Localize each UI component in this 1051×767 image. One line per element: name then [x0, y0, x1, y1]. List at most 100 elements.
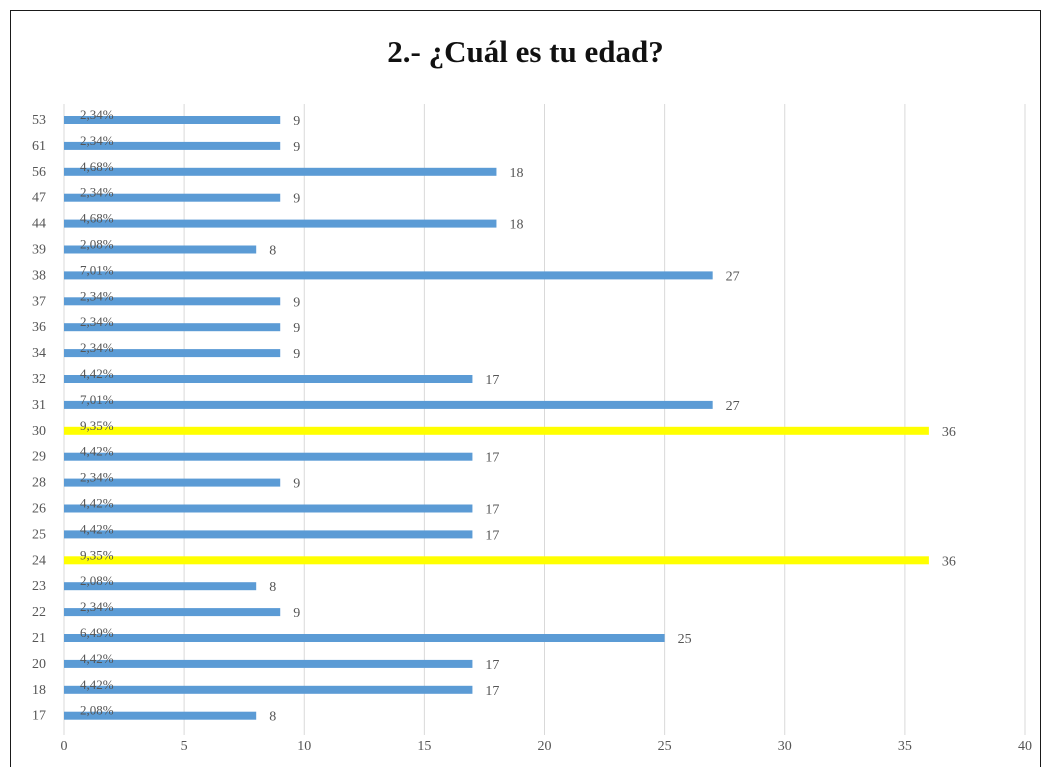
- category-label: 20: [32, 657, 46, 672]
- percent-label: 9,35%: [80, 547, 114, 562]
- bar: [64, 659, 473, 668]
- category-label: 47: [32, 191, 46, 206]
- category-label: 44: [32, 217, 46, 232]
- category-label: 21: [32, 631, 46, 646]
- value-label: 36: [942, 554, 956, 569]
- percent-label: 2,08%: [80, 573, 114, 588]
- category-label: 36: [32, 320, 46, 335]
- category-label: 39: [32, 243, 46, 258]
- x-tick-label: 5: [181, 739, 188, 754]
- value-label: 18: [509, 166, 523, 181]
- category-label: 32: [32, 372, 46, 387]
- percent-label: 4,42%: [80, 366, 114, 381]
- bar: [64, 323, 281, 332]
- bar: [64, 116, 281, 124]
- bar: [64, 530, 473, 539]
- category-label: 22: [32, 605, 46, 620]
- category-label: 24: [32, 553, 46, 568]
- bar: [64, 685, 473, 694]
- category-label: 18: [32, 683, 46, 698]
- value-label: 27: [726, 269, 740, 284]
- value-label: 9: [293, 192, 300, 207]
- value-label: 17: [485, 503, 499, 518]
- value-label: 25: [678, 632, 692, 647]
- x-tick-label: 20: [538, 739, 552, 754]
- category-label: 56: [32, 165, 46, 180]
- percent-label: 7,01%: [80, 262, 114, 277]
- bar: [64, 219, 497, 228]
- value-label: 9: [293, 321, 300, 336]
- value-label: 8: [269, 710, 276, 725]
- bar: [64, 582, 257, 591]
- bar: [64, 167, 497, 176]
- x-tick-label: 25: [658, 739, 672, 754]
- value-label: 9: [293, 477, 300, 492]
- bar: [64, 634, 665, 642]
- category-label: 37: [32, 294, 46, 309]
- percent-label: 4,42%: [80, 677, 114, 692]
- bar: [64, 478, 281, 487]
- value-label: 9: [293, 114, 300, 129]
- x-tick-label: 35: [898, 739, 912, 754]
- value-label: 17: [485, 528, 499, 543]
- value-label: 8: [269, 580, 276, 595]
- value-label: 17: [485, 373, 499, 388]
- percent-label: 2,08%: [80, 703, 114, 718]
- x-tick-label: 30: [778, 739, 792, 754]
- percent-label: 6,49%: [80, 625, 114, 640]
- bar: [64, 426, 929, 435]
- value-label: 8: [269, 244, 276, 259]
- category-label: 31: [32, 398, 46, 413]
- percent-label: 2,34%: [80, 314, 114, 329]
- percent-label: 4,68%: [80, 211, 114, 226]
- bar: [64, 400, 713, 409]
- value-label: 36: [942, 425, 956, 440]
- percent-label: 7,01%: [80, 392, 114, 407]
- gridlines: [63, 104, 1026, 735]
- percent-label: 2,34%: [80, 599, 114, 614]
- percent-label: 2,34%: [80, 107, 114, 122]
- percent-label: 2,34%: [80, 185, 114, 200]
- percent-label: 4,42%: [80, 444, 114, 459]
- value-label: 17: [485, 684, 499, 699]
- chart-title: 2.- ¿Cuál es tu edad?: [387, 34, 664, 69]
- category-label: 28: [32, 476, 46, 491]
- category-label: 29: [32, 450, 46, 465]
- value-label: 18: [509, 218, 523, 233]
- category-label: 34: [32, 346, 46, 361]
- percent-label: 4,42%: [80, 651, 114, 666]
- bar: [64, 452, 473, 461]
- category-label: 25: [32, 527, 46, 542]
- value-label: 17: [485, 451, 499, 466]
- bar: [64, 556, 929, 565]
- bar: [64, 504, 473, 513]
- bar: [64, 245, 257, 254]
- bar: [64, 297, 281, 306]
- bar: [64, 375, 473, 383]
- category-label: 30: [32, 424, 46, 439]
- x-tick-label: 10: [297, 739, 311, 754]
- x-axis-labels: 0 5 10 15 20 25 30 35 40: [61, 739, 1033, 754]
- category-label: 38: [32, 268, 46, 283]
- percent-label: 2,34%: [80, 133, 114, 148]
- x-tick-label: 0: [61, 739, 68, 754]
- bars: 9 2,34% 9 2,34% 18 4,68% 9 2,34% 18 4,68% 8 2,08% 27…: [64, 107, 956, 725]
- value-label: 9: [293, 606, 300, 621]
- percent-label: 2,34%: [80, 470, 114, 485]
- percent-label: 4,42%: [80, 521, 114, 536]
- category-label: 26: [32, 502, 46, 517]
- x-tick-label: 40: [1018, 739, 1032, 754]
- percent-label: 4,42%: [80, 496, 114, 511]
- value-label: 17: [485, 658, 499, 673]
- value-label: 9: [293, 347, 300, 362]
- percent-label: 2,34%: [80, 288, 114, 303]
- category-label: 61: [32, 139, 46, 154]
- bar: [64, 349, 281, 358]
- bar: [64, 271, 713, 280]
- percent-label: 9,35%: [80, 418, 114, 433]
- y-axis-labels: 53 61 56 47 44 39 38 37 36 34 32 31 30 29 28 26 25 24 23 22…: [32, 113, 46, 724]
- bar: [64, 608, 281, 617]
- bar: [64, 711, 257, 720]
- percent-label: 2,08%: [80, 237, 114, 252]
